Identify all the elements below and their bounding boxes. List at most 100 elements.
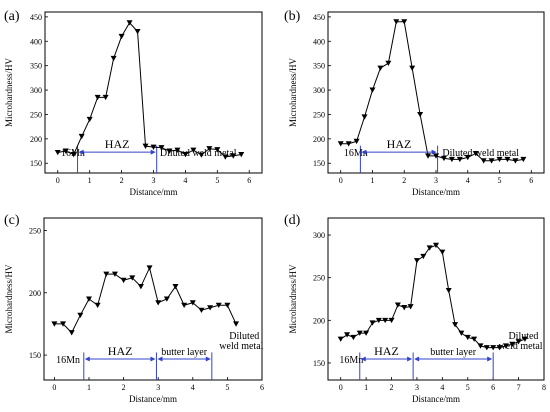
data-point xyxy=(118,33,125,40)
data-point xyxy=(70,151,77,158)
data-point xyxy=(483,345,490,351)
data-point xyxy=(512,158,519,164)
x-tick-label: 4 xyxy=(466,176,470,185)
data-point xyxy=(62,148,69,154)
data-point xyxy=(433,153,439,159)
arrow-head-right xyxy=(431,149,437,155)
data-point xyxy=(471,336,478,342)
y-tick-label: 350 xyxy=(313,62,325,71)
region-label: 16Mn xyxy=(339,355,363,366)
region-label: 16Mn xyxy=(344,148,368,159)
data-point xyxy=(458,330,465,336)
data-point xyxy=(198,152,205,158)
data-point xyxy=(356,330,363,336)
data-point xyxy=(182,151,189,158)
y-tick-label: 250 xyxy=(30,110,42,119)
data-point xyxy=(222,154,229,160)
data-point xyxy=(337,336,344,342)
data-point xyxy=(393,19,400,25)
y-tick-label: 150 xyxy=(313,159,325,168)
data-point xyxy=(369,87,376,93)
data-point xyxy=(375,317,382,324)
data-point xyxy=(385,60,392,67)
x-tick-label: 5 xyxy=(215,176,219,185)
data-point xyxy=(504,156,511,163)
arrow-head-left xyxy=(78,149,84,155)
data-point xyxy=(166,148,173,154)
data-point xyxy=(363,330,370,336)
data-point xyxy=(426,245,433,251)
y-tick-label: 200 xyxy=(29,289,41,298)
data-point xyxy=(353,138,360,145)
x-tick-label: 5 xyxy=(498,176,502,185)
y-tick-label: 200 xyxy=(313,135,325,144)
data-point xyxy=(77,312,84,318)
y-tick-label: 150 xyxy=(30,159,42,168)
data-point xyxy=(337,141,344,147)
data-point xyxy=(420,253,427,260)
x-tick-label: 1 xyxy=(87,383,91,392)
y-tick-label: 350 xyxy=(30,62,42,71)
data-point xyxy=(515,339,522,345)
data-point xyxy=(134,29,141,35)
data-point xyxy=(488,158,495,164)
y-tick-label: 250 xyxy=(313,274,325,283)
x-tick-label: 4 xyxy=(440,383,444,392)
region-label-line2: weld metal xyxy=(219,341,263,352)
x-tick-label: 2 xyxy=(122,383,126,392)
region-label-line2: weld metal xyxy=(498,341,542,352)
data-point xyxy=(377,65,384,71)
x-tick-label: 3 xyxy=(415,383,419,392)
data-point xyxy=(345,141,352,147)
region-label: HAZ xyxy=(108,344,133,358)
data-point xyxy=(472,150,479,157)
data-point xyxy=(445,287,452,294)
panel-label: (b) xyxy=(284,9,301,24)
y-tick-label: 450 xyxy=(313,13,325,22)
x-tick-label: 1 xyxy=(370,176,374,185)
x-tick-label: 3 xyxy=(434,176,438,185)
data-point xyxy=(388,317,395,324)
data-point xyxy=(496,345,503,351)
x-tick-label: 1 xyxy=(88,176,92,185)
data-point xyxy=(394,302,401,308)
series-line xyxy=(54,266,237,334)
arrow-head-left xyxy=(360,356,366,362)
series-line xyxy=(57,21,242,158)
arrow-head-right xyxy=(150,356,156,362)
data-point xyxy=(361,114,368,120)
region-label: butter layer xyxy=(430,347,476,358)
data-point xyxy=(401,305,408,311)
data-point xyxy=(51,321,58,327)
data-point xyxy=(85,296,92,302)
y-tick-label: 450 xyxy=(30,13,42,22)
data-point xyxy=(110,55,117,62)
x-axis-label: Distance/mm xyxy=(412,394,460,404)
x-axis-label: Distance/mm xyxy=(129,394,177,404)
y-axis-label: Microhardness/HV xyxy=(4,58,14,127)
x-tick-label: 6 xyxy=(247,176,251,185)
y-tick-label: 300 xyxy=(313,86,325,95)
y-tick-label: 250 xyxy=(313,110,325,119)
data-point xyxy=(78,133,85,140)
y-tick-label: 300 xyxy=(30,86,42,95)
data-point xyxy=(496,156,503,163)
series-line xyxy=(340,21,524,162)
arrow-head-left xyxy=(84,356,90,362)
x-tick-label: 6 xyxy=(491,383,495,392)
data-point xyxy=(172,284,179,290)
data-point xyxy=(155,300,162,306)
data-point xyxy=(60,321,67,327)
data-point xyxy=(68,330,75,336)
data-point xyxy=(120,277,127,284)
data-point xyxy=(509,341,516,347)
data-point xyxy=(163,296,170,302)
region-label: HAZ xyxy=(374,344,399,358)
data-point xyxy=(224,302,231,309)
data-point xyxy=(409,65,416,71)
arrow-head-left xyxy=(414,356,420,362)
x-tick-label: 0 xyxy=(339,383,343,392)
arrow-head-left xyxy=(361,149,367,155)
x-tick-label: 5 xyxy=(225,383,229,392)
y-tick-label: 200 xyxy=(30,135,42,144)
